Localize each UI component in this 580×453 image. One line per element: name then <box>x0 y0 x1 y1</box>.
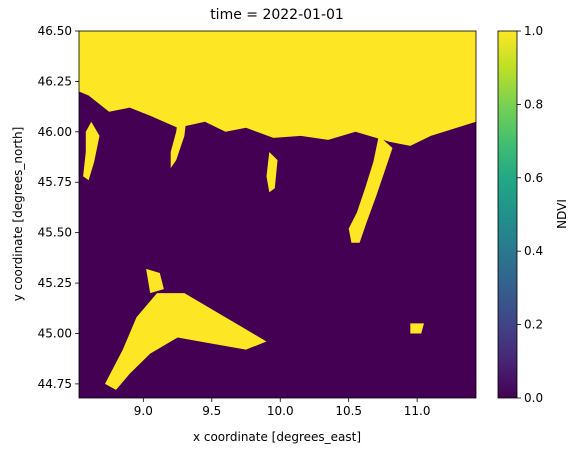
region-como-lake <box>170 95 188 169</box>
chart-title: time = 2022-01-01 <box>210 7 344 23</box>
colorbar-tick-label: 0.6 <box>524 171 543 185</box>
x-tick-label: 9.0 <box>134 404 153 418</box>
colorbar-tick-label: 0.2 <box>524 318 543 332</box>
x-tick-label: 9.5 <box>202 404 221 418</box>
region-garda-lake <box>348 135 393 243</box>
y-tick-label: 46.00 <box>38 125 72 139</box>
region-apennines-south <box>105 293 267 390</box>
y-tick-label: 44.75 <box>38 377 72 391</box>
y-tick-label: 46.25 <box>38 74 72 88</box>
colorbar-ticks: 0.0 0.2 0.4 0.6 0.8 1.0 <box>517 24 543 405</box>
x-tick-label: 10.5 <box>335 404 362 418</box>
colorbar-tick-label: 0.0 <box>524 391 543 405</box>
ndvi-raster-regions <box>79 31 476 390</box>
y-tick-label: 45.25 <box>38 276 72 290</box>
y-axis-label: y coordinate [degrees_north] <box>11 127 25 302</box>
region-iseo-lake <box>266 152 278 193</box>
colorbar-tick-label: 0.4 <box>524 244 543 258</box>
region-po-plain-patch-2 <box>410 323 424 334</box>
region-maggiore-lake <box>83 121 100 181</box>
y-tick-label: 45.50 <box>38 226 72 240</box>
x-axis-label: x coordinate [degrees_east] <box>193 430 361 444</box>
y-axis-ticks: 44.75 45.00 45.25 45.50 45.75 46.00 46.25 46.50 <box>38 24 79 391</box>
colorbar-tick-label: 0.8 <box>524 97 543 111</box>
y-tick-label: 46.50 <box>38 24 72 38</box>
x-axis-ticks: 9.0 9.5 10.0 10.5 11.0 <box>134 398 431 418</box>
plot-frame <box>78 30 477 399</box>
region-po-plain-patch-1 <box>146 268 164 294</box>
y-tick-label: 45.00 <box>38 326 72 340</box>
colorbar <box>497 30 518 399</box>
colorbar-tick-label: 1.0 <box>524 24 543 38</box>
x-tick-label: 10.0 <box>267 404 294 418</box>
x-tick-label: 11.0 <box>404 404 431 418</box>
colorbar-label: NDVI <box>555 199 569 229</box>
y-tick-label: 45.75 <box>38 175 72 189</box>
